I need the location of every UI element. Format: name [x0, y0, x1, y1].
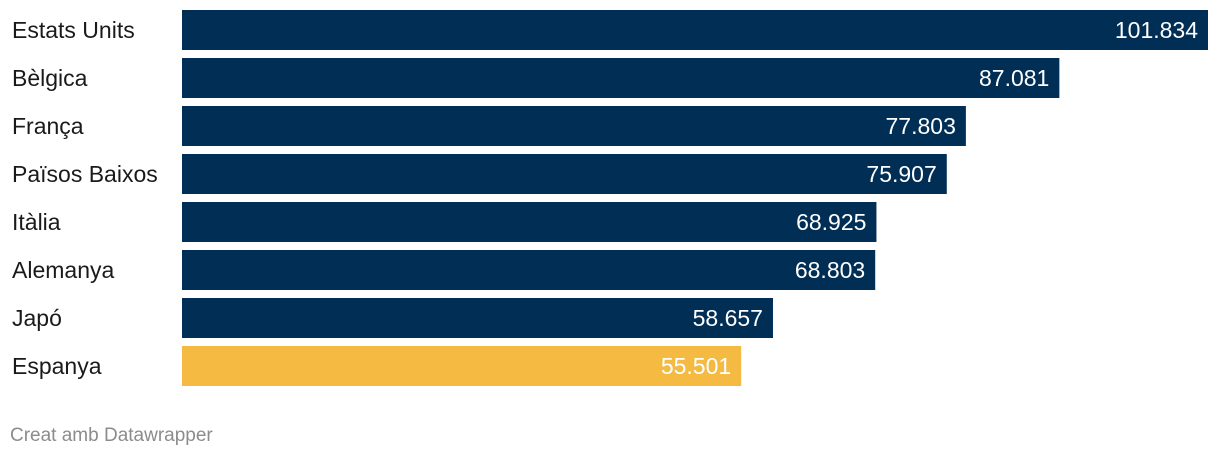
category-label: Alemanya: [12, 257, 114, 283]
bar[interactable]: [182, 10, 1208, 50]
bar[interactable]: [182, 58, 1060, 98]
bar[interactable]: [182, 346, 742, 386]
value-label: 77.803: [886, 113, 956, 139]
category-label: Itàlia: [12, 209, 61, 235]
value-label: 68.925: [796, 209, 866, 235]
bar[interactable]: [182, 154, 947, 194]
value-label: 58.657: [693, 305, 763, 331]
bar-chart: Estats Units 101.834 Bèlgica 87.081 França 77…: [12, 10, 1208, 386]
value-label: 87.081: [979, 65, 1049, 91]
category-label: Estats Units: [12, 17, 135, 43]
category-label: Japó: [12, 305, 62, 331]
value-label: 75.907: [866, 161, 936, 187]
bar[interactable]: [182, 250, 876, 290]
category-label: Països Baixos: [12, 161, 158, 187]
bar[interactable]: [182, 202, 877, 242]
bar[interactable]: [182, 106, 966, 146]
bar[interactable]: [182, 298, 773, 338]
value-label: 55.501: [661, 353, 731, 379]
value-label: 101.834: [1115, 17, 1198, 43]
category-label: França: [12, 113, 84, 139]
category-label: Bèlgica: [12, 65, 88, 91]
category-label: Espanya: [12, 353, 102, 379]
datawrapper-credit[interactable]: Creat amb Datawrapper: [10, 425, 213, 446]
value-label: 68.803: [795, 257, 865, 283]
